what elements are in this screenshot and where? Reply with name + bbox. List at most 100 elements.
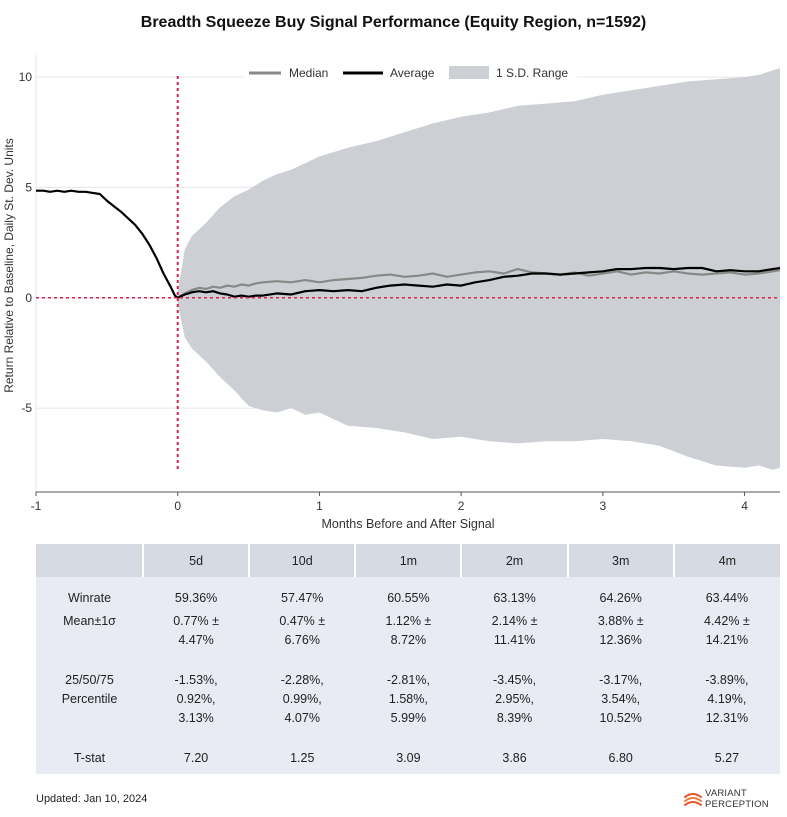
legend-background bbox=[243, 62, 577, 84]
x-tick-label: 4 bbox=[741, 499, 748, 513]
table-cell-line: 8.39% bbox=[496, 711, 533, 725]
reference-lines bbox=[36, 76, 780, 472]
table-cell-line: 0.99%, bbox=[282, 692, 322, 706]
table-cell-line: -2.28%, bbox=[280, 673, 324, 687]
table-cell-line: 2.95%, bbox=[495, 692, 534, 706]
brand-logo: VARIANT PERCEPTION bbox=[683, 786, 787, 814]
legend-range-label: 1 S.D. Range bbox=[496, 66, 568, 80]
updated-date: Updated: Jan 10, 2024 bbox=[36, 793, 148, 805]
row-label-line: T-stat bbox=[73, 751, 106, 765]
table-cell: 63.13% bbox=[461, 577, 568, 608]
table-cell-line: 3.86 bbox=[502, 751, 527, 765]
table-cell: 63.44% bbox=[673, 577, 780, 608]
table-cell-line: 1.58%, bbox=[388, 692, 428, 706]
table-cell: 59.36% bbox=[143, 577, 250, 608]
table-cell: 0.47% ± 6.76% bbox=[249, 608, 356, 650]
table-cell-line: 4.47% bbox=[178, 633, 214, 647]
table-cell-line: 11.41% bbox=[493, 633, 536, 647]
row-label-line: Winrate bbox=[67, 591, 112, 605]
row-label: T-stat bbox=[36, 728, 143, 774]
series-lines bbox=[36, 189, 781, 299]
table-header-row: 5d 10d 1m 2m 3m 4m bbox=[36, 544, 780, 577]
x-tick-label: -1 bbox=[31, 499, 42, 513]
table-cell-line: 7.20 bbox=[183, 751, 209, 765]
y-tick-label: 0 bbox=[25, 291, 32, 305]
axes: -1 0 1 2 3 4 Months Before and After Signal -5 0… bbox=[2, 70, 780, 531]
table-header-cell: 1m bbox=[354, 544, 462, 577]
table-header-cell: 10d bbox=[248, 544, 356, 577]
table-cell: 3.09 bbox=[355, 728, 462, 774]
table-cell: 5.27 bbox=[673, 728, 780, 774]
table-cell-line: 1.12% ± bbox=[385, 614, 432, 628]
table-cell: 0.77% ± 4.47% bbox=[143, 608, 250, 650]
table-cell: 6.80 bbox=[567, 728, 674, 774]
median-line bbox=[177, 268, 781, 299]
chart-plot: -1 0 1 2 3 4 Months Before and After Signal -5 0… bbox=[2, 55, 781, 531]
table-cell-line: -2.81%, bbox=[386, 673, 430, 687]
x-tick-label: 0 bbox=[174, 499, 181, 513]
table-cell: 3.88% ± 12.36% bbox=[567, 608, 674, 650]
brand-line-2: PERCEPTION bbox=[705, 798, 769, 810]
brand-line-1: VARIANT bbox=[705, 788, 747, 799]
table-cell-line: -3.45%, bbox=[493, 673, 537, 687]
table-cell: 3.86 bbox=[461, 728, 568, 774]
table-cell-line: 63.13% bbox=[493, 591, 536, 605]
table-cell: 64.26% bbox=[567, 577, 674, 608]
row-label-line: Percentile bbox=[61, 692, 118, 706]
table-header-cell: 3m bbox=[566, 544, 674, 577]
table-cell-line: 10.52% bbox=[599, 711, 642, 725]
sd-range-band bbox=[177, 68, 780, 470]
table-header-cell: 5d bbox=[141, 544, 250, 577]
table-cell-line: 64.26% bbox=[599, 591, 642, 605]
table-cell: 60.55% bbox=[355, 577, 462, 608]
table-cell-line: 5.99% bbox=[390, 711, 427, 725]
row-label-line: Mean±1σ bbox=[63, 614, 116, 628]
table-cell: 57.47% bbox=[249, 577, 356, 608]
table-cell-line: 4.07% bbox=[284, 711, 320, 725]
table-cell-line: 3.09 bbox=[396, 751, 421, 765]
table-cell-line: 1.25 bbox=[290, 751, 315, 765]
legend-range-swatch bbox=[449, 66, 489, 79]
x-tick-label: 1 bbox=[316, 499, 323, 513]
y-tick-label: -5 bbox=[21, 401, 32, 415]
table-cell-line: 3.88% ± bbox=[597, 614, 644, 628]
table-cell-line: 63.44% bbox=[705, 591, 749, 605]
row-label: Mean±1σ bbox=[36, 608, 143, 650]
row-label-line: 25/50/75 bbox=[65, 673, 114, 687]
y-axis-label: Return Relative to Baseline, Daily St. D… bbox=[2, 138, 16, 393]
table-row: 25/50/75 Percentile -1.53%, 0.92%, 3.13% -2.2… bbox=[36, 650, 780, 728]
table-cell-line: 4.42% ± bbox=[704, 614, 750, 628]
table-cell-line: 3.13% bbox=[178, 711, 214, 725]
row-label: 25/50/75 Percentile bbox=[36, 650, 143, 728]
table-cell-line: 2.14% ± bbox=[491, 614, 538, 628]
table-cell: -3.17%, 3.54%, 10.52% bbox=[567, 650, 674, 728]
table-cell-line: 59.36% bbox=[174, 591, 218, 605]
stats-table: 5d 10d 1m 2m 3m 4m Winrate 59.36% 57.47% 60.55% 6… bbox=[36, 544, 780, 774]
table-cell: -3.89%, 4.19%, 12.31% bbox=[673, 650, 780, 728]
brand-icon bbox=[684, 793, 702, 806]
table-cell: 7.20 bbox=[143, 728, 250, 774]
table-cell: 1.25 bbox=[249, 728, 356, 774]
table-row: Winrate 59.36% 57.47% 60.55% 63.13% 64.26% 63.… bbox=[36, 577, 780, 608]
table-cell-line: 14.21% bbox=[705, 633, 749, 647]
table-row: T-stat 7.20 1.25 3.09 3.86 6.80 5.27 bbox=[36, 728, 780, 774]
table-cell-line: -3.89%, bbox=[705, 673, 749, 687]
table-cell-line: 0.77% ± bbox=[173, 614, 219, 628]
table-cell-line: -3.17%, bbox=[599, 673, 643, 687]
table-cell-line: 0.47% ± bbox=[279, 614, 326, 628]
table-cell: -2.81%, 1.58%, 5.99% bbox=[355, 650, 462, 728]
table-cell-line: 6.80 bbox=[608, 751, 633, 765]
table-cell: -3.45%, 2.95%, 8.39% bbox=[461, 650, 568, 728]
table-cell-line: 5.27 bbox=[714, 751, 740, 765]
table-cell-line: 6.76% bbox=[284, 633, 320, 647]
table-cell: -2.28%, 0.99%, 4.07% bbox=[249, 650, 356, 728]
y-tick-label: 5 bbox=[25, 180, 32, 194]
table-cell-line: 8.72% bbox=[390, 633, 427, 647]
table-cell-line: 60.55% bbox=[387, 591, 430, 605]
chart-title: Breadth Squeeze Buy Signal Performance (… bbox=[140, 14, 647, 31]
table-cell-line: 57.47% bbox=[281, 591, 324, 605]
table-cell-line: 4.19%, bbox=[707, 692, 747, 706]
x-tick-label: 3 bbox=[600, 499, 607, 513]
x-tick-label: 2 bbox=[458, 499, 465, 513]
table-cell-line: 12.36% bbox=[599, 633, 642, 647]
